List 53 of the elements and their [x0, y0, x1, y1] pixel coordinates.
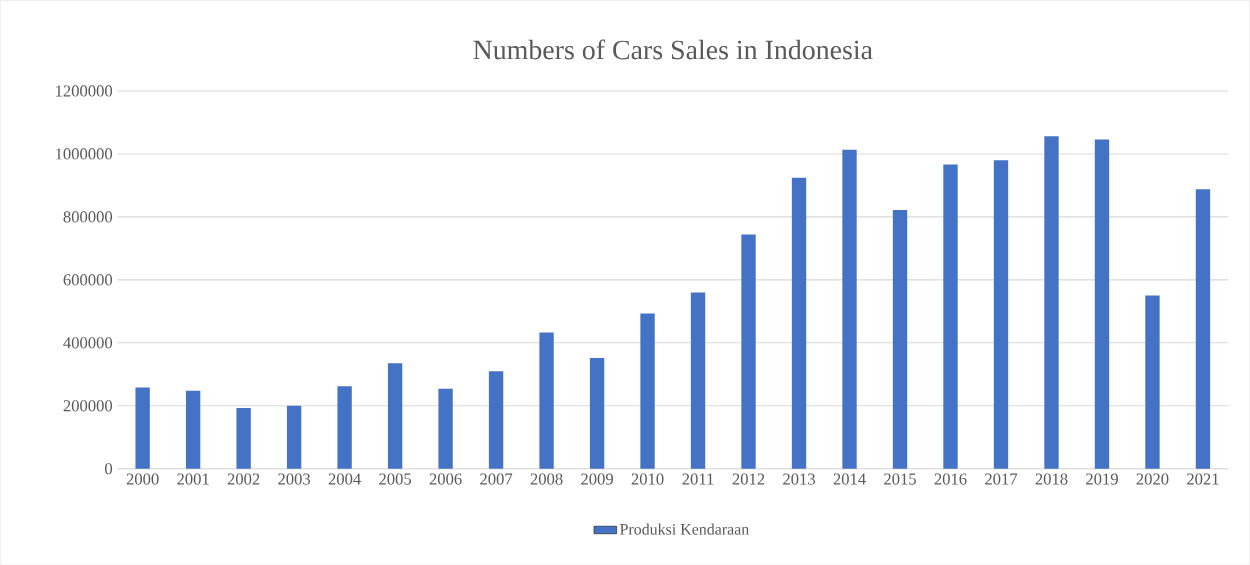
y-tick-label: 0 [105, 462, 113, 475]
y-tick-label: 1000000 [56, 148, 113, 160]
x-tick-label: 2002 [227, 473, 260, 485]
x-tick-label: 2015 [884, 473, 916, 485]
bar [1145, 295, 1160, 469]
x-tick-label: 2018 [1035, 473, 1068, 485]
y-tick-label: 1200000 [56, 85, 113, 97]
x-tick-label: 2013 [783, 473, 815, 485]
bar [337, 386, 352, 469]
bar [1094, 139, 1110, 469]
x-tick-label: 2005 [379, 473, 412, 485]
x-tick-label: 2017 [985, 473, 1018, 485]
x-tick-label: 2003 [278, 473, 311, 485]
bar [640, 313, 655, 469]
bar [791, 177, 807, 469]
legend-label: Produksi Kendaraan [620, 523, 749, 535]
x-tick-label: 2010 [631, 473, 664, 485]
y-tick-label: 600000 [63, 274, 113, 286]
x-tick-label: 2020 [1136, 473, 1169, 485]
chart-title: Numbers of Cars Sales in Indonesia [473, 39, 873, 60]
y-tick-label: 800000 [63, 211, 113, 223]
x-tick-label: 2008 [530, 473, 563, 485]
bar [488, 370, 504, 469]
x-tick-label: 2011 [682, 473, 714, 485]
bar [185, 390, 201, 469]
bar [135, 387, 150, 469]
bar [1044, 136, 1059, 469]
bar [539, 332, 554, 469]
bar [589, 357, 605, 469]
bar [438, 388, 453, 469]
x-tick-label: 2006 [429, 473, 462, 485]
bar [842, 149, 857, 469]
bar [690, 292, 706, 469]
bar [993, 160, 1009, 469]
bar [387, 363, 403, 469]
x-tick-label: 2021 [1187, 473, 1219, 485]
bar [1195, 188, 1211, 469]
x-tick-label: 2014 [833, 473, 866, 485]
bar [943, 164, 958, 469]
x-tick-label: 2000 [126, 473, 159, 485]
y-tick-label: 400000 [63, 337, 113, 349]
bar [236, 407, 251, 469]
bar [286, 405, 302, 469]
x-tick-label: 2009 [581, 473, 613, 485]
bar [892, 209, 908, 469]
x-tick-label: 2007 [480, 473, 513, 485]
x-tick-label: 2019 [1086, 473, 1118, 485]
x-tick-label: 2001 [177, 473, 209, 485]
x-tick-label: 2004 [328, 473, 361, 485]
y-tick-label: 200000 [63, 400, 113, 412]
x-tick-label: 2016 [934, 473, 967, 485]
bar [741, 234, 756, 469]
x-tick-label: 2012 [732, 473, 765, 485]
